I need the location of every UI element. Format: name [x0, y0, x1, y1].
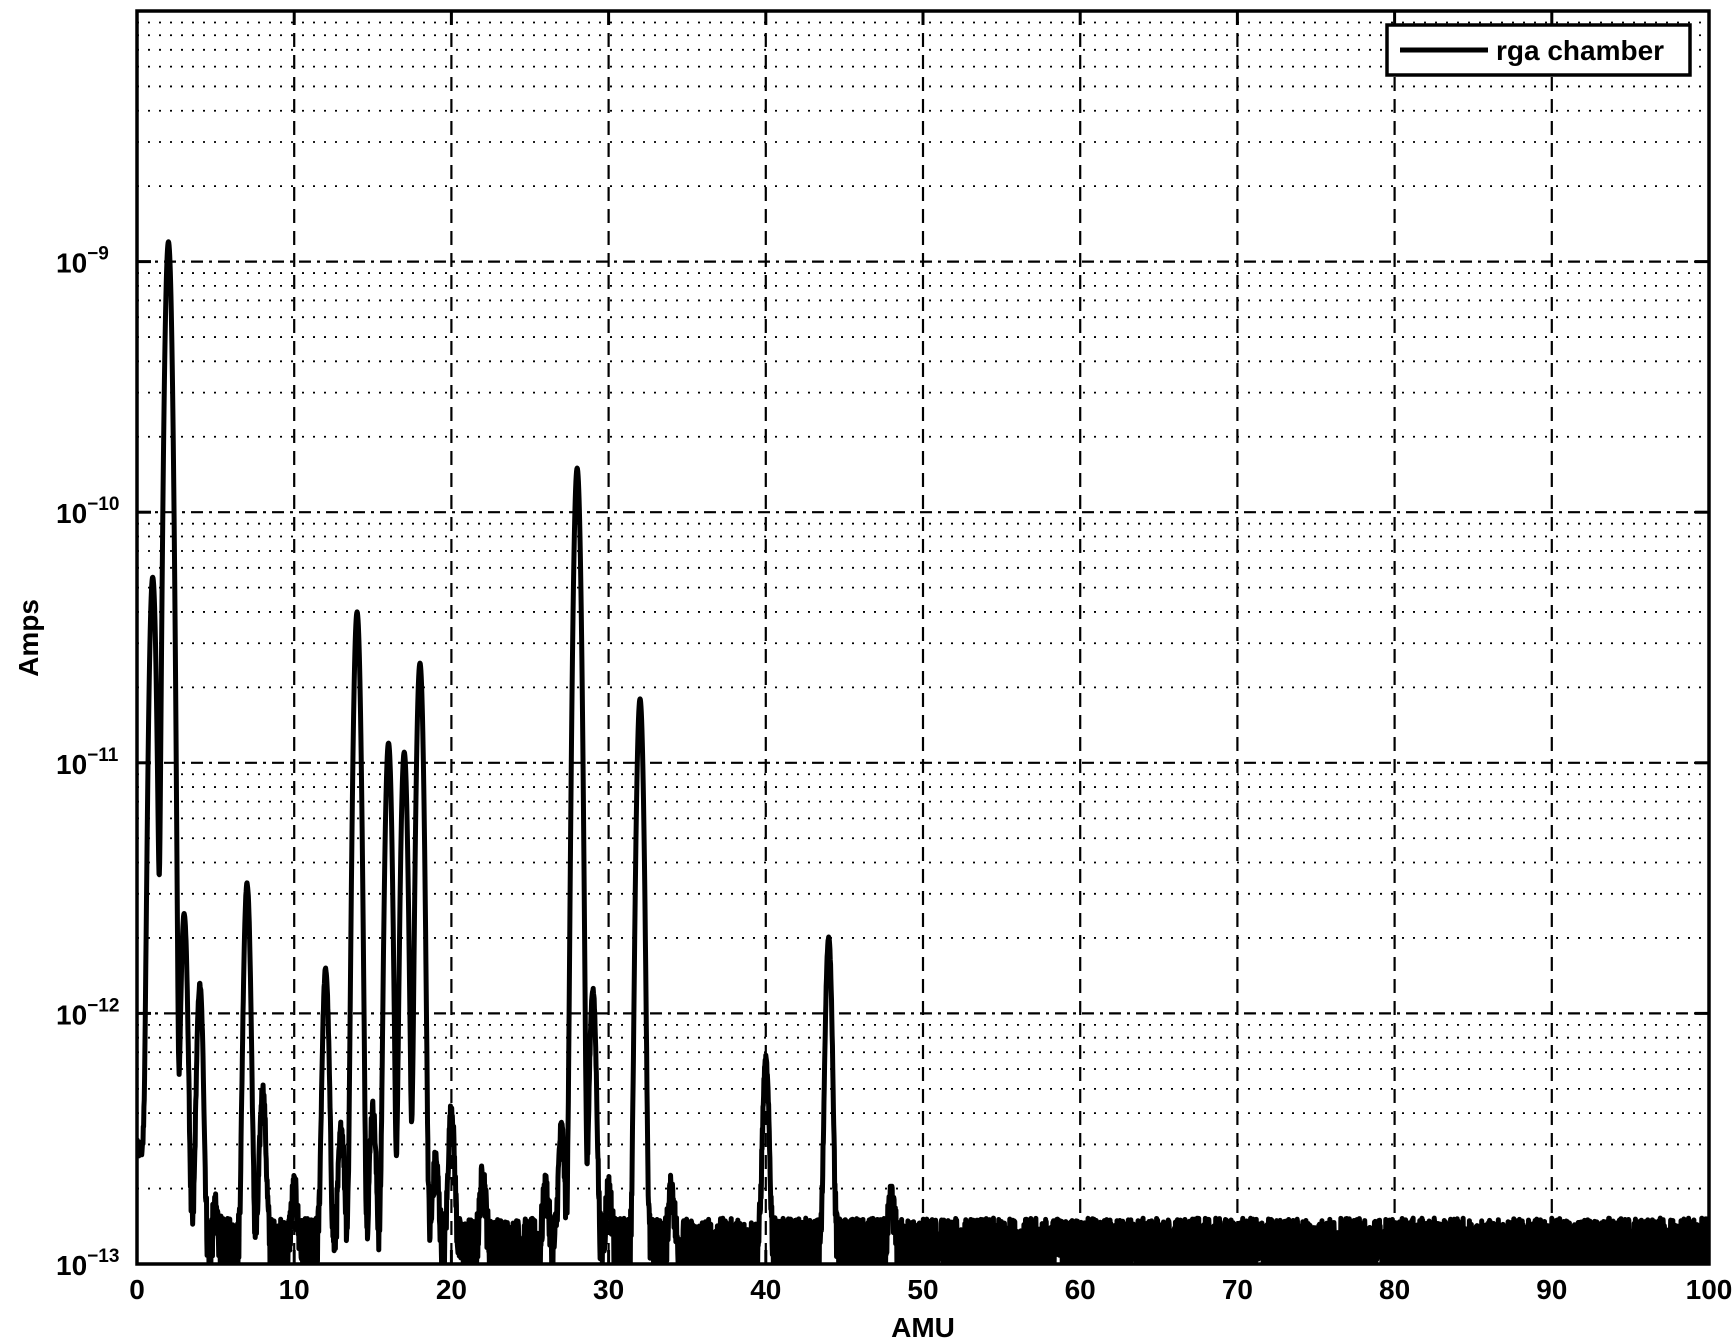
y-tick-label: 10−10 [56, 494, 119, 529]
y-tick-label: 10−11 [56, 745, 119, 780]
legend: rga chamber [1385, 23, 1692, 77]
x-tick-label: 100 [1686, 1274, 1733, 1305]
x-tick-label: 70 [1222, 1274, 1253, 1305]
x-tick-label: 90 [1536, 1274, 1567, 1305]
x-tick-label: 40 [750, 1274, 781, 1305]
legend-label: rga chamber [1496, 35, 1664, 66]
x-tick-label: 30 [593, 1274, 624, 1305]
x-tick-label: 50 [907, 1274, 938, 1305]
series-line-rga-chamber [137, 239, 1709, 1264]
y-axis-label: Amps [13, 599, 44, 677]
y-tick-label: 10−13 [56, 1246, 119, 1281]
y-tick-label: 10−12 [56, 995, 119, 1030]
x-tick-label: 20 [436, 1274, 467, 1305]
x-tick-label: 80 [1379, 1274, 1410, 1305]
x-tick-label: 60 [1065, 1274, 1096, 1305]
y-tick-labels: 10−13 10−12 10−11 10−10 10−9 [56, 244, 119, 1281]
x-tick-label: 0 [129, 1274, 145, 1305]
x-tick-labels: 0 10 20 30 40 50 60 70 80 90 100 [129, 1274, 1732, 1305]
x-axis-label: AMU [891, 1312, 955, 1343]
tick-marks [135, 11, 1711, 1266]
x-tick-label: 10 [279, 1274, 310, 1305]
y-tick-label: 10−9 [56, 244, 109, 279]
